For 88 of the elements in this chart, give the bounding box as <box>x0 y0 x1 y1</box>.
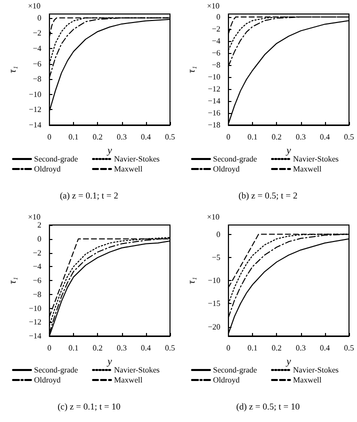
legend-label: Second-grade <box>34 366 78 374</box>
y-tick-label: −8 <box>32 290 42 299</box>
x-axis-title: y <box>106 145 112 156</box>
x-tick-label: 0 <box>226 344 230 352</box>
x-tick-label: 0.4 <box>320 344 330 352</box>
y-tick-label: −6 <box>32 276 42 285</box>
x-tick-label: 0.2 <box>272 132 282 142</box>
x-tick-label: 0.4 <box>320 132 330 142</box>
x-tick-label: 0.5 <box>165 132 175 142</box>
legend-label: Second-grade <box>213 366 258 374</box>
y-tick-label: −8 <box>32 74 42 84</box>
y-tick-label: −12 <box>28 318 42 327</box>
x-tick-label: 0.5 <box>344 132 354 142</box>
legend-label: Maxwell <box>114 376 144 384</box>
y-tick-label: −10 <box>208 276 220 285</box>
y-tick-label: −18 <box>208 120 220 130</box>
legend-label: Navier-Stokes <box>293 154 339 164</box>
x-tick-label: 0.2 <box>92 344 103 352</box>
y-tick-label: −15 <box>208 299 220 308</box>
y-tick-label: −6 <box>212 48 220 58</box>
text: (a) z = 0.1; t = 2 <box>60 190 118 200</box>
x-tick-label: 0.1 <box>248 132 258 142</box>
text: (b) z = 0.5; t = 2 <box>238 190 298 200</box>
y-tick-label: −6 <box>32 59 42 68</box>
y-tick-label: 0 <box>37 13 42 22</box>
x-tick-label: 0.3 <box>296 344 306 352</box>
y-tick-label: −8 <box>212 60 220 70</box>
legend-label: Oldroyd <box>213 376 240 384</box>
x-tick-label: 0.5 <box>344 344 354 352</box>
y-tick-label: −16 <box>208 108 220 118</box>
y-tick-label: −10 <box>28 304 42 313</box>
y-axis-title: τ₁ <box>186 66 198 74</box>
legend-label: Navier-Stokes <box>114 366 160 374</box>
x-tick-label: 0.1 <box>68 344 79 352</box>
legend-label: Oldroyd <box>213 164 240 174</box>
legend-label: Maxwell <box>293 376 322 384</box>
legend-label: Maxwell <box>293 164 322 174</box>
legend-label: Second-grade <box>213 154 258 164</box>
text: (c) z = 0.1; t = 10 <box>58 402 121 412</box>
y-tick-label: −14 <box>28 332 42 340</box>
x-tick-label: 0.2 <box>92 132 103 142</box>
y-axis-title: τ₁ <box>8 276 18 284</box>
text: ×10 <box>207 2 220 10</box>
x-axis-title: y <box>285 145 292 156</box>
legend-label: Oldroyd <box>34 376 61 384</box>
y-tick-label: −14 <box>28 120 42 130</box>
y-tick-label: −2 <box>32 28 42 38</box>
x-tick-label: 0.1 <box>68 132 79 142</box>
legend-label: Navier-Stokes <box>114 154 160 164</box>
y-tick-label: −12 <box>208 84 220 94</box>
y-tick-label: −12 <box>28 105 42 114</box>
text: ×10 <box>28 212 41 222</box>
text: (d) z = 0.5; t = 10 <box>236 402 300 412</box>
legend-label: Oldroyd <box>34 164 61 174</box>
text: ×10 <box>207 212 220 222</box>
y-tick-label: −4 <box>32 44 42 53</box>
legend-label: Second-grade <box>34 154 78 164</box>
x-tick-label: 0.3 <box>116 344 127 352</box>
x-tick-label: 0.3 <box>296 132 306 142</box>
legend-label: Navier-Stokes <box>293 366 339 374</box>
y-tick-label: 0 <box>37 234 42 244</box>
x-tick-label: 0 <box>47 344 52 352</box>
legend-label: Maxwell <box>114 164 144 174</box>
y-tick-label: −14 <box>208 96 220 106</box>
y-tick-label: −5 <box>212 252 220 262</box>
x-tick-label: 0.2 <box>272 344 282 352</box>
x-axis-title: y <box>106 356 112 368</box>
y-tick-label: 2 <box>37 220 42 230</box>
x-tick-label: 0.4 <box>140 132 151 142</box>
y-axis-title: τ₁ <box>8 66 18 74</box>
x-tick-label: 0 <box>47 132 52 142</box>
y-tick-label: −20 <box>208 322 220 332</box>
x-axis-title: y <box>285 356 292 368</box>
y-tick-label: −2 <box>32 248 42 258</box>
y-tick-label: 0 <box>216 230 220 239</box>
x-tick-label: 0 <box>226 132 230 142</box>
text: ×10 <box>28 2 41 10</box>
y-tick-label: −10 <box>28 90 42 99</box>
y-tick-label: −10 <box>208 72 220 82</box>
y-tick-label: −4 <box>32 262 42 272</box>
y-tick-label: 0 <box>216 12 220 22</box>
x-tick-label: 0.5 <box>165 344 175 352</box>
x-tick-label: 0.3 <box>116 132 127 142</box>
y-axis-title: τ₁ <box>186 276 198 284</box>
x-tick-label: 0.1 <box>248 344 258 352</box>
x-tick-label: 0.4 <box>140 344 151 352</box>
y-tick-label: −2 <box>212 24 220 34</box>
y-tick-label: −4 <box>212 36 220 46</box>
